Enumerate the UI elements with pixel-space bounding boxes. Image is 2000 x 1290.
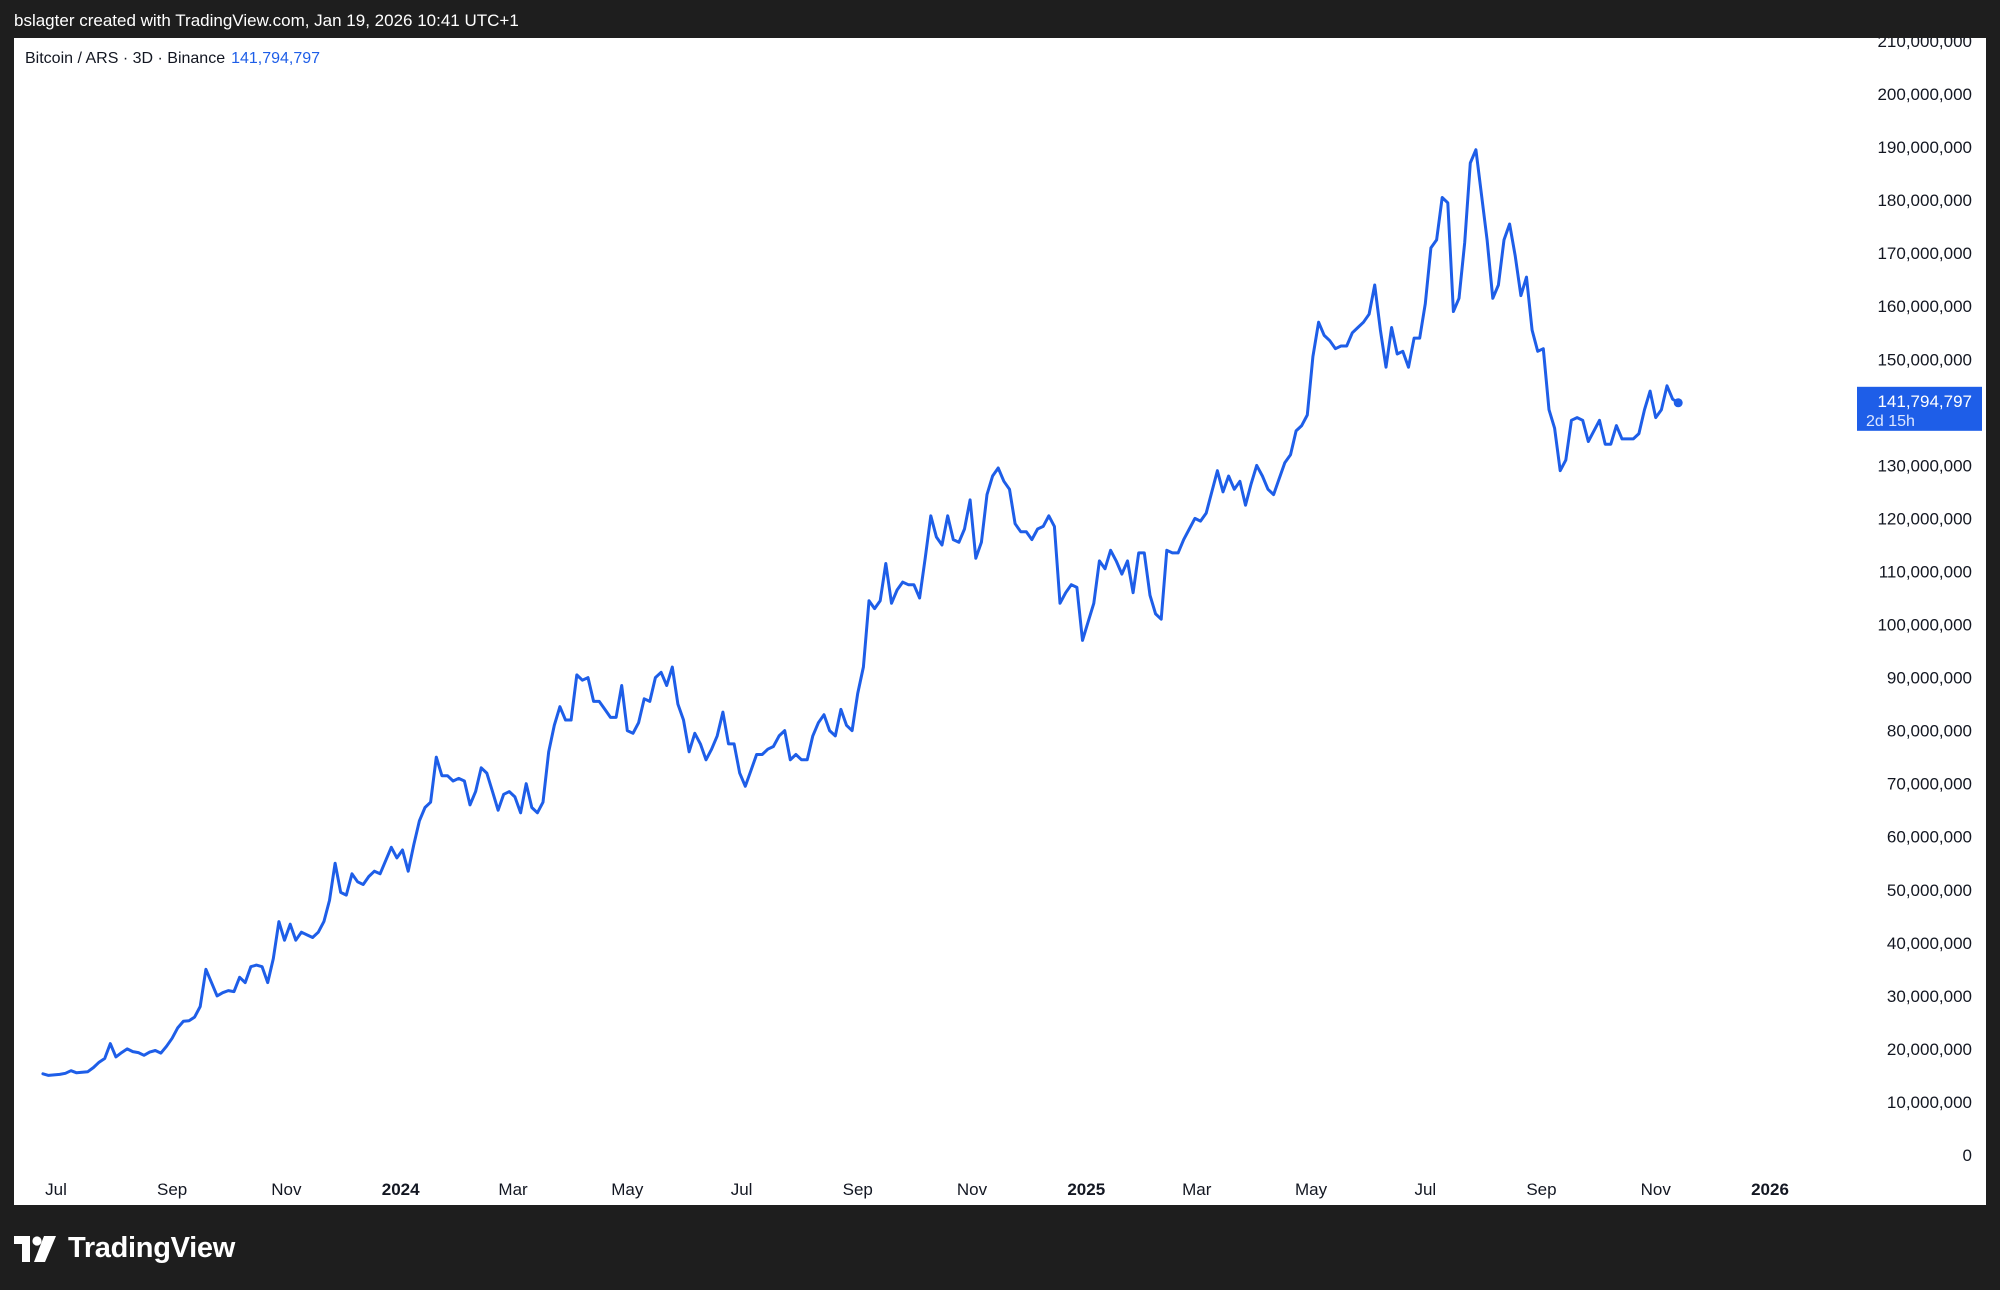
x-tick-label: Sep xyxy=(157,1180,187,1199)
footer: TradingView xyxy=(14,1232,235,1272)
y-tick-label: 100,000,000 xyxy=(1877,616,1972,635)
y-tick-label: 200,000,000 xyxy=(1877,85,1972,104)
x-tick-label: 2025 xyxy=(1067,1180,1105,1199)
y-tick-label: 160,000,000 xyxy=(1877,297,1972,316)
y-tick-label: 190,000,000 xyxy=(1877,138,1972,157)
credit-text: bslagter created with TradingView.com, J… xyxy=(14,11,519,30)
price-badge-countdown: 2d 15h xyxy=(1866,413,1915,430)
y-tick-label: 0 xyxy=(1963,1146,1972,1165)
y-tick-label: 70,000,000 xyxy=(1887,775,1972,794)
x-tick-label: May xyxy=(611,1180,644,1199)
chart-legend: Bitcoin / ARS · 3D · Binance 141,794,797 xyxy=(25,50,320,68)
y-tick-label: 210,000,000 xyxy=(1877,38,1972,51)
y-tick-label: 120,000,000 xyxy=(1877,509,1972,528)
x-tick-label: Jul xyxy=(731,1180,753,1199)
x-tick-label: Nov xyxy=(957,1180,988,1199)
top-bar: bslagter created with TradingView.com, J… xyxy=(0,0,2000,38)
x-tick-label: Sep xyxy=(843,1180,873,1199)
x-tick-label: Mar xyxy=(1182,1180,1212,1199)
x-tick-label: 2026 xyxy=(1751,1180,1789,1199)
chart-panel: 0 10,000,000 20,000,000 30,000,000 40,000,00… xyxy=(14,38,1986,1205)
y-tick-label: 180,000,000 xyxy=(1877,191,1972,210)
symbol-label[interactable]: Bitcoin / ARS · 3D · Binance xyxy=(25,50,226,67)
x-tick-label: Nov xyxy=(1641,1180,1672,1199)
tradingview-logo-icon xyxy=(14,1235,56,1262)
y-tick-label: 170,000,000 xyxy=(1877,244,1972,263)
price-badge-value: 141,794,797 xyxy=(1877,392,1972,411)
y-tick-label: 10,000,000 xyxy=(1887,1093,1972,1112)
y-tick-label: 20,000,000 xyxy=(1887,1040,1972,1059)
y-tick-label: 80,000,000 xyxy=(1887,722,1972,741)
y-tick-label: 60,000,000 xyxy=(1887,828,1972,847)
price-line xyxy=(41,148,1680,1077)
x-tick-label: Sep xyxy=(1526,1180,1556,1199)
x-tick-label: 2024 xyxy=(382,1180,420,1199)
y-tick-label: 90,000,000 xyxy=(1887,669,1972,688)
y-tick-label: 30,000,000 xyxy=(1887,987,1972,1006)
x-tick-label: Jul xyxy=(1414,1180,1436,1199)
y-tick-label: 110,000,000 xyxy=(1879,562,1972,581)
y-tick-label: 40,000,000 xyxy=(1887,934,1972,953)
brand-wordmark: TradingView xyxy=(68,1232,235,1264)
last-price-dot xyxy=(1673,398,1683,408)
price-chart[interactable]: 0 10,000,000 20,000,000 30,000,000 40,000,00… xyxy=(14,38,1986,1205)
x-tick-label: Mar xyxy=(498,1180,528,1199)
x-tick-label: Nov xyxy=(271,1180,302,1199)
tradingview-logo[interactable]: TradingView xyxy=(14,1232,235,1265)
y-tick-label: 130,000,000 xyxy=(1877,456,1972,475)
x-tick-label: May xyxy=(1295,1180,1328,1199)
x-tick-label: Jul xyxy=(45,1180,67,1199)
legend-last-value: 141,794,797 xyxy=(231,50,321,67)
price-badge xyxy=(1857,386,1982,431)
y-tick-label: 50,000,000 xyxy=(1887,881,1972,900)
y-tick-label: 150,000,000 xyxy=(1877,350,1972,369)
